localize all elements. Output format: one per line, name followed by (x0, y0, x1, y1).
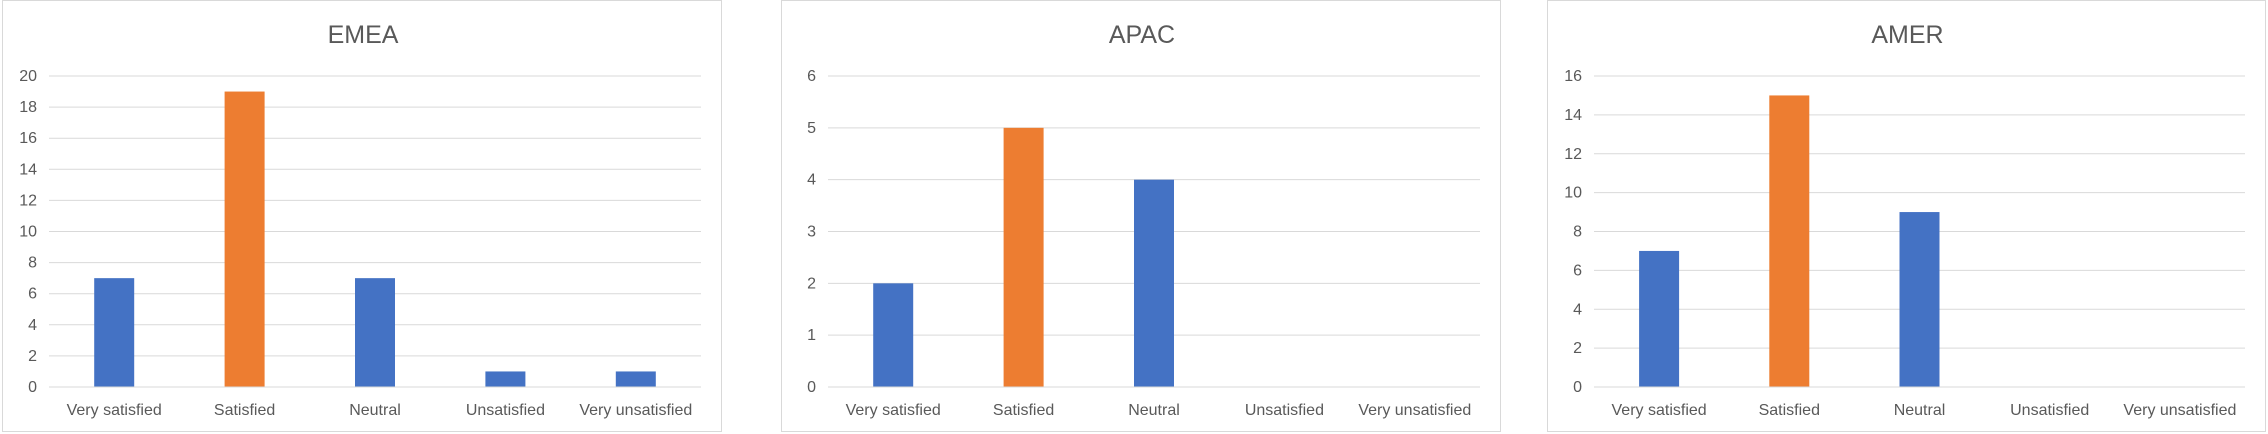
chart-emea: EMEA 0 2 4 6 8 10 12 14 16 18 20 Very satisfied Satis… (19, 21, 701, 419)
y-tick-label: 2 (1573, 340, 1582, 357)
y-tick-label: 18 (19, 99, 37, 116)
bar (873, 283, 914, 387)
y-tick-label: 6 (1573, 262, 1582, 279)
bar (224, 91, 265, 388)
y-tick-label: 14 (1564, 107, 1582, 124)
y-tick-label: 16 (1564, 68, 1582, 85)
bar (355, 278, 395, 387)
category-label: Neutral (349, 402, 401, 419)
y-tick-label: 20 (19, 68, 37, 85)
y-tick-label: 4 (1573, 301, 1582, 318)
category-label: Very unsatisfied (1358, 402, 1471, 419)
y-tick-label: 2 (28, 348, 37, 365)
y-tick-label: 0 (1573, 379, 1582, 396)
chart-title: AMER (1871, 21, 1943, 49)
bar (1899, 212, 1940, 387)
chart-panel-apac: APAC 0 1 2 3 4 5 6 Very satisfied Satisfied Neutra… (781, 0, 1501, 432)
y-tick-label: 0 (28, 379, 37, 396)
bar (615, 371, 656, 387)
y-tick-label: 3 (807, 224, 816, 241)
y-tick-label: 2 (807, 275, 816, 292)
y-tick-label: 8 (28, 255, 37, 272)
y-tick-label: 12 (19, 192, 37, 209)
y-tick-label: 6 (807, 68, 816, 85)
y-tick-label: 4 (28, 317, 37, 334)
bar (1134, 179, 1174, 387)
chart-title: APAC (1109, 21, 1175, 49)
category-label: Very unsatisfied (579, 402, 692, 419)
bar (485, 371, 526, 387)
y-tick-label: 0 (807, 379, 816, 396)
category-label: Very satisfied (67, 402, 162, 419)
category-label: Satisfied (214, 402, 275, 419)
y-tick-label: 6 (28, 286, 37, 303)
chart-apac: APAC 0 1 2 3 4 5 6 Very satisfied Satisfied Neutra… (807, 21, 1480, 419)
chart-panel-emea: EMEA 0 2 4 6 8 10 12 14 16 18 20 Very satisfied Satis… (2, 0, 722, 432)
category-label: Very unsatisfied (2123, 402, 2236, 419)
y-tick-label: 4 (807, 172, 816, 189)
category-label: Neutral (1894, 402, 1946, 419)
y-tick-label: 16 (19, 130, 37, 147)
category-label: Neutral (1128, 402, 1180, 419)
bar (94, 278, 135, 387)
bar (1769, 95, 1810, 387)
chart-panel-amer: AMER 0 2 4 6 8 10 12 14 16 Very satisfied Satisfied… (1547, 0, 2266, 432)
bar (1639, 250, 1680, 387)
category-label: Very satisfied (846, 402, 941, 419)
y-tick-label: 12 (1564, 146, 1582, 163)
category-label: Unsatisfied (2010, 402, 2089, 419)
chart-title: EMEA (328, 21, 399, 49)
bar (1003, 127, 1044, 387)
y-tick-label: 8 (1573, 224, 1582, 241)
y-tick-label: 10 (1564, 185, 1582, 202)
chart-amer: AMER 0 2 4 6 8 10 12 14 16 Very satisfied Satisfied… (1564, 21, 2245, 419)
category-label: Satisfied (993, 402, 1054, 419)
category-label: Unsatisfied (466, 402, 545, 419)
y-tick-label: 1 (807, 327, 816, 344)
y-tick-label: 10 (19, 224, 37, 241)
y-tick-label: 5 (807, 120, 816, 137)
category-label: Unsatisfied (1245, 402, 1324, 419)
category-label: Satisfied (1759, 402, 1820, 419)
y-tick-label: 14 (19, 161, 37, 178)
category-label: Very satisfied (1612, 402, 1707, 419)
